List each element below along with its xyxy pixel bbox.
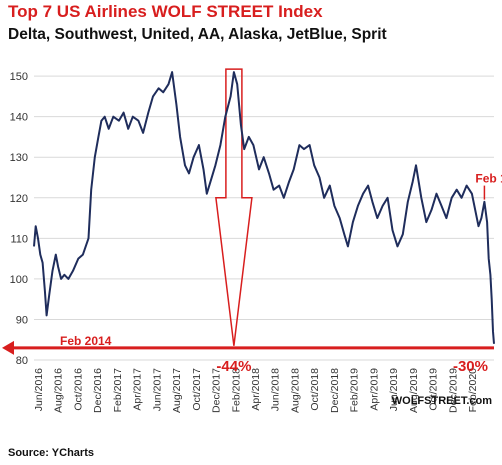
y-tick-label: 80 — [16, 355, 28, 367]
y-tick-label: 100 — [10, 274, 28, 286]
source-label: Source: YCharts — [8, 447, 94, 459]
drop-from-feb12-label: -30% — [453, 358, 488, 375]
y-tick-label: 120 — [10, 193, 28, 205]
x-tick-label: Oct/2018 — [309, 368, 321, 411]
chart-subtitle: Delta, Southwest, United, AA, Alaska, Je… — [8, 26, 387, 43]
x-tick-label: Jun/2017 — [151, 368, 163, 411]
x-tick-label: Aug/2019 — [408, 368, 420, 413]
x-tick-label: Aug/2018 — [289, 368, 301, 413]
x-tick-label: Dec/2016 — [92, 368, 104, 413]
feb12-label: Feb 12 — [475, 172, 502, 186]
x-tick-label: Oct/2019 — [428, 368, 440, 411]
x-tick-label: Feb/2018 — [230, 368, 242, 413]
y-tick-label: 110 — [10, 233, 28, 245]
index-series-line — [33, 71, 495, 344]
x-tick-label: Jun/2018 — [270, 368, 282, 411]
x-tick-label: Jun/2016 — [33, 368, 45, 411]
feb-2014-label: Feb 2014 — [60, 334, 112, 348]
x-tick-label: Aug/2017 — [171, 368, 183, 413]
y-tick-label: 90 — [16, 314, 28, 326]
y-tick-label: 140 — [10, 112, 28, 124]
x-tick-label: Dec/2018 — [329, 368, 341, 413]
x-tick-label: Dec/2017 — [211, 368, 223, 413]
x-tick-label: Apr/2019 — [368, 368, 380, 411]
drop-arrow — [215, 68, 253, 346]
brand-label: WOLFSTREET.com — [391, 395, 492, 407]
x-tick-label: Feb/2019 — [349, 368, 361, 413]
x-tick-label: Dec/2019 — [447, 368, 459, 413]
chart-title: Top 7 US Airlines WOLF STREET Index — [8, 2, 323, 21]
x-tick-label: Aug/2016 — [53, 368, 65, 413]
x-tick-label: Oct/2016 — [72, 368, 84, 411]
x-tick-label: Jun/2019 — [388, 368, 400, 411]
drop-from-peak-label: -44% — [216, 358, 251, 375]
x-tick-label: Oct/2017 — [191, 368, 203, 411]
y-tick-label: 130 — [10, 152, 28, 164]
reference-arrowhead — [2, 340, 14, 355]
x-tick-label: Feb/2020 — [467, 368, 479, 413]
y-tick-label: 150 — [10, 71, 28, 83]
x-tick-label: Feb/2017 — [112, 368, 124, 413]
x-tick-label: Apr/2017 — [132, 368, 144, 411]
x-tick-label: Apr/2018 — [250, 368, 262, 411]
